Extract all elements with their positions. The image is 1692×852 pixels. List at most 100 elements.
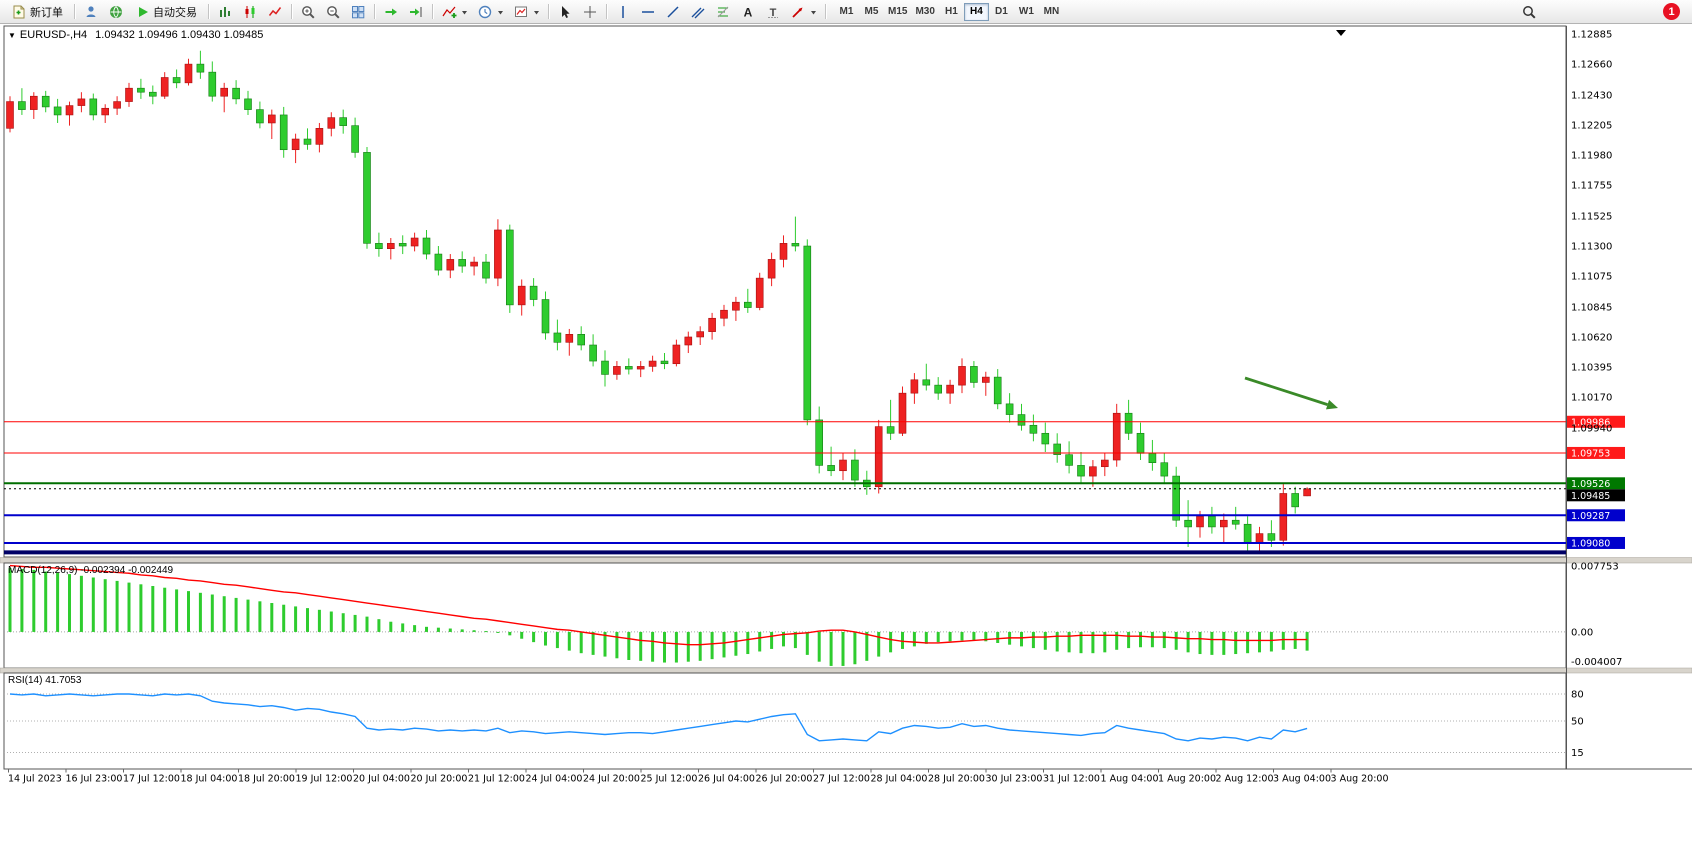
indicators-icon	[442, 6, 457, 18]
chart-shift-button[interactable]	[404, 2, 428, 22]
trend-arrow-annotation[interactable]	[1244, 376, 1338, 410]
trendline-icon	[667, 5, 679, 18]
tile-windows-button[interactable]	[346, 2, 370, 22]
fibonacci-button[interactable]	[711, 2, 735, 22]
svg-text:28 Jul 20:00: 28 Jul 20:00	[928, 774, 985, 785]
svg-text:15: 15	[1571, 748, 1584, 759]
rsi-indicator	[9, 693, 1308, 742]
toolbar-separator	[432, 4, 433, 19]
svg-text:28 Jul 04:00: 28 Jul 04:00	[871, 774, 928, 785]
zoom-out-icon	[327, 5, 340, 19]
tile-windows-icon	[352, 5, 365, 18]
line-chart-button[interactable]	[263, 2, 287, 22]
timeframe-m30[interactable]: M30	[911, 3, 938, 21]
svg-text:21 Jul 12:00: 21 Jul 12:00	[468, 774, 525, 785]
bar-chart-button[interactable]	[213, 2, 237, 22]
cursor-button[interactable]	[553, 2, 577, 22]
timeframe-m15[interactable]: M15	[884, 3, 911, 21]
toolbar-separator	[548, 4, 549, 19]
clock-icon	[478, 5, 492, 18]
notification-badge[interactable]: 1	[1663, 3, 1680, 20]
price-axis[interactable]: 1.12885 1.12660 1.12430 1.12205 1.11980 1.117…	[1571, 30, 1612, 435]
auto-scroll-button[interactable]	[379, 2, 403, 22]
timeframe-w1[interactable]: W1	[1014, 3, 1039, 21]
vertical-line-button[interactable]	[611, 2, 635, 22]
channel-icon	[691, 7, 705, 18]
time-axis[interactable]: 14 Jul 2023 16 Jul 23:00 17 Jul 12:00 18 Ju…	[8, 769, 1389, 785]
timeframe-d1[interactable]: D1	[989, 3, 1014, 21]
timeframe-h1[interactable]: H1	[939, 3, 964, 21]
toolbar-separator	[208, 4, 209, 19]
chevron-down-icon	[498, 10, 503, 14]
svg-text:30 Jul 23:00: 30 Jul 23:00	[986, 774, 1043, 785]
timeframe-h4[interactable]: H4	[963, 2, 989, 21]
chart-collapse-icon[interactable]: ▼	[8, 31, 16, 40]
svg-text:1.09753: 1.09753	[1571, 448, 1610, 459]
svg-text:16 Jul 23:00: 16 Jul 23:00	[66, 774, 123, 785]
trendline-button[interactable]	[661, 2, 685, 22]
search-button[interactable]	[1517, 2, 1541, 22]
auto-trading-button[interactable]: 自动交易	[129, 2, 204, 22]
svg-text:31 Jul 12:00: 31 Jul 12:00	[1043, 774, 1100, 785]
chart-region: 1.09986 1.09753 1.09526 1.09485 1.09287 1.090…	[0, 24, 1692, 852]
text-icon: A	[744, 5, 753, 19]
macd-indicator	[8, 564, 1309, 666]
horizontal-line-button[interactable]	[636, 2, 660, 22]
auto-scroll-icon	[385, 8, 397, 15]
indicator-axis: 0.007753 0.00 -0.004007 80 50 15	[1571, 562, 1622, 760]
svg-text:14 Jul 2023: 14 Jul 2023	[8, 774, 62, 785]
svg-text:27 Jul 12:00: 27 Jul 12:00	[813, 774, 870, 785]
svg-text:1.09940: 1.09940	[1571, 423, 1612, 434]
timeframe-m1[interactable]: M1	[834, 3, 859, 21]
text-button[interactable]: A	[736, 2, 760, 22]
svg-text:1.10395: 1.10395	[1571, 363, 1612, 374]
svg-text:18 Jul 20:00: 18 Jul 20:00	[238, 774, 295, 785]
vertical-line-icon	[622, 5, 624, 18]
market-watch-button[interactable]	[104, 2, 128, 22]
profile-icon	[86, 5, 96, 17]
svg-text:3 Aug 20:00: 3 Aug 20:00	[1331, 774, 1389, 785]
indicators-button[interactable]	[437, 2, 472, 22]
svg-text:1.11980: 1.11980	[1571, 151, 1612, 162]
timeframe-m5[interactable]: M5	[859, 3, 884, 21]
fibonacci-icon	[717, 6, 729, 17]
svg-text:50: 50	[1571, 717, 1584, 728]
zoom-in-button[interactable]	[296, 2, 320, 22]
horizontal-lines	[4, 421, 1566, 555]
svg-text:1.09526: 1.09526	[1571, 479, 1610, 490]
svg-text:1.11525: 1.11525	[1571, 211, 1612, 222]
bar-chart-icon	[220, 6, 230, 17]
toolbar-separator	[291, 4, 292, 19]
zoom-out-button[interactable]	[321, 2, 345, 22]
crosshair-button[interactable]	[578, 2, 602, 22]
new-order-button[interactable]: 新订单	[4, 2, 70, 22]
crosshair-icon	[584, 5, 596, 18]
chevron-down-icon	[462, 10, 467, 14]
svg-text:26 Jul 04:00: 26 Jul 04:00	[698, 774, 755, 785]
svg-text:20 Jul 20:00: 20 Jul 20:00	[411, 774, 468, 785]
scroll-marker-icon	[1336, 30, 1346, 36]
label-button[interactable]: T	[761, 2, 785, 22]
svg-text:T: T	[770, 7, 777, 19]
channel-button[interactable]	[686, 2, 710, 22]
svg-text:-0.004007: -0.004007	[1571, 657, 1622, 668]
svg-text:1.09080: 1.09080	[1571, 538, 1610, 549]
arrows-button[interactable]	[786, 2, 821, 22]
profile-button[interactable]	[79, 2, 103, 22]
svg-text:20 Jul 04:00: 20 Jul 04:00	[353, 774, 410, 785]
text-label-icon: T	[768, 7, 778, 19]
zoom-in-icon	[302, 5, 315, 19]
svg-text:1.11300: 1.11300	[1571, 242, 1612, 253]
chart-shift-icon	[410, 6, 422, 17]
svg-text:1.09986: 1.09986	[1571, 417, 1610, 428]
candlestick-chart-button[interactable]	[238, 2, 262, 22]
templates-button[interactable]	[509, 2, 544, 22]
timeframe-mn[interactable]: MN	[1039, 3, 1064, 21]
svg-text:18 Jul 04:00: 18 Jul 04:00	[181, 774, 238, 785]
svg-text:26 Jul 20:00: 26 Jul 20:00	[756, 774, 813, 785]
market-watch-icon	[110, 5, 122, 18]
svg-text:1.12205: 1.12205	[1571, 120, 1612, 131]
periods-button[interactable]	[473, 2, 508, 22]
